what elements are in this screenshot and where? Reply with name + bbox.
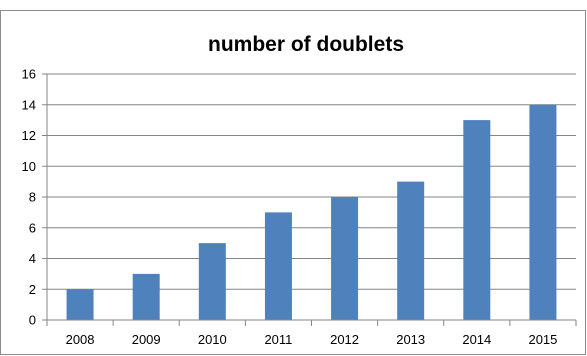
x-tick-label: 2010	[198, 332, 227, 347]
y-tick-label: 12	[22, 128, 36, 143]
x-tick-label: 2012	[330, 332, 359, 347]
chart-title: number of doublets	[208, 33, 404, 56]
y-tick-label: 8	[29, 190, 36, 205]
y-tick-label: 14	[22, 97, 36, 112]
y-tick-label: 16	[22, 67, 36, 82]
gridlines	[47, 73, 576, 290]
bar-2009	[132, 273, 160, 320]
chart-frame: number of doublets 0 2 4 6 8 10 12 14 16 2008 2009…	[0, 10, 586, 355]
bar-2011	[264, 212, 292, 320]
x-tick-label: 2008	[66, 332, 95, 347]
axes	[42, 73, 577, 326]
bar-2013	[397, 181, 425, 320]
x-tick-label: 2009	[132, 332, 161, 347]
x-tick-label: 2011	[264, 332, 292, 347]
y-tick-label: 10	[22, 159, 36, 174]
bars	[66, 104, 557, 320]
bar-2012	[331, 197, 359, 320]
x-tick-label: 2015	[528, 332, 557, 347]
bar-2014	[463, 120, 491, 320]
y-tick-label: 2	[29, 282, 36, 297]
bar-2010	[198, 243, 226, 320]
bar-chart: number of doublets 0 2 4 6 8 10 12 14 16 2008 2009…	[22, 33, 577, 348]
y-tick-label: 6	[29, 220, 36, 235]
x-tick-label: 2013	[396, 332, 425, 347]
bar-2008	[66, 289, 94, 320]
y-tick-label: 0	[29, 313, 36, 328]
x-tick-label: 2014	[462, 332, 491, 347]
tick-labels: 0 2 4 6 8 10 12 14 16 2008 2009 2010 2011 2012 2013 201…	[22, 67, 558, 348]
bar-2015	[529, 104, 557, 320]
y-tick-label: 4	[29, 251, 36, 266]
